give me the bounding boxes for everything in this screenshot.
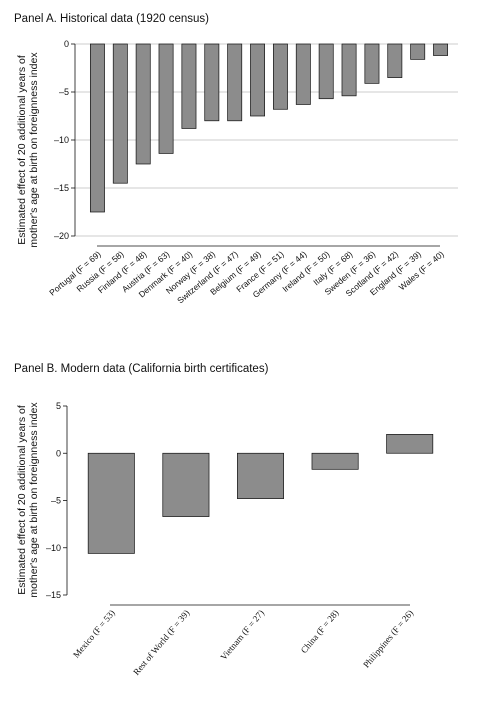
y-tick-label: –5 bbox=[59, 87, 69, 97]
y-tick-label: –10 bbox=[46, 543, 61, 553]
bar bbox=[237, 452, 284, 499]
bar bbox=[112, 43, 128, 184]
category-label: China (F = 28) bbox=[299, 608, 341, 655]
bar bbox=[181, 43, 197, 129]
bar bbox=[158, 43, 174, 154]
bar bbox=[89, 43, 105, 213]
bar bbox=[410, 43, 426, 60]
bar bbox=[311, 452, 359, 470]
panel-a-ylabel-line-1: Estimated effect of 20 additional years … bbox=[16, 55, 28, 245]
panel-a-ylabel-line-2: mother's age at birth on foreignness ind… bbox=[28, 52, 40, 248]
y-tick-label: –15 bbox=[54, 183, 69, 193]
bar bbox=[433, 43, 449, 56]
panel-a-chart: Panel A. Historical data (1920 census) E… bbox=[14, 13, 458, 306]
y-tick-label: –5 bbox=[51, 496, 61, 506]
panel-b-y-axis: 5 0 –5 –10 –15 bbox=[46, 401, 68, 600]
bar bbox=[87, 452, 135, 554]
panel-a-category-labels: Portugal (F = 69)Russia (F = 58)Finland … bbox=[47, 249, 446, 306]
bar bbox=[272, 43, 288, 110]
panel-b-bars bbox=[87, 434, 434, 554]
y-tick-label: 0 bbox=[64, 39, 69, 49]
bar bbox=[364, 43, 380, 84]
category-label: Mexico (F = 53) bbox=[71, 608, 117, 660]
y-tick-label: 5 bbox=[56, 401, 61, 411]
panel-a-title: Panel A. Historical data (1920 census) bbox=[14, 13, 209, 25]
bar bbox=[135, 43, 151, 165]
bar bbox=[318, 43, 334, 100]
y-tick-label: –15 bbox=[46, 590, 61, 600]
bar bbox=[386, 434, 434, 454]
category-label: Vietnam (F = 27) bbox=[218, 608, 266, 662]
panel-a-bars bbox=[89, 43, 449, 213]
y-tick-label: 0 bbox=[56, 448, 61, 458]
panel-b-chart: Panel B. Modern data (California birth c… bbox=[14, 363, 434, 677]
bar bbox=[227, 43, 243, 122]
panel-b-ylabel-line-1: Estimated effect of 20 additional years … bbox=[16, 405, 28, 595]
panel-b-category-labels: Mexico (F = 53) Rest of World (F = 39) Vie… bbox=[71, 608, 415, 677]
category-label: Rest of World (F = 39) bbox=[131, 608, 191, 677]
panel-b-ylabel-line-2: mother's age at birth on foreignness ind… bbox=[28, 402, 40, 598]
bar bbox=[295, 43, 311, 105]
bar bbox=[162, 452, 210, 517]
bar bbox=[250, 43, 266, 117]
bar bbox=[387, 43, 403, 78]
bar bbox=[204, 43, 220, 122]
y-tick-label: –10 bbox=[54, 135, 69, 145]
y-tick-label: –20 bbox=[54, 231, 69, 241]
panel-b-title: Panel B. Modern data (California birth c… bbox=[14, 363, 269, 375]
bar bbox=[341, 43, 357, 97]
panel-a-y-axis: 0 –5 –10 –15 –20 bbox=[54, 39, 76, 241]
category-label: Philippines (F = 26) bbox=[361, 608, 415, 670]
